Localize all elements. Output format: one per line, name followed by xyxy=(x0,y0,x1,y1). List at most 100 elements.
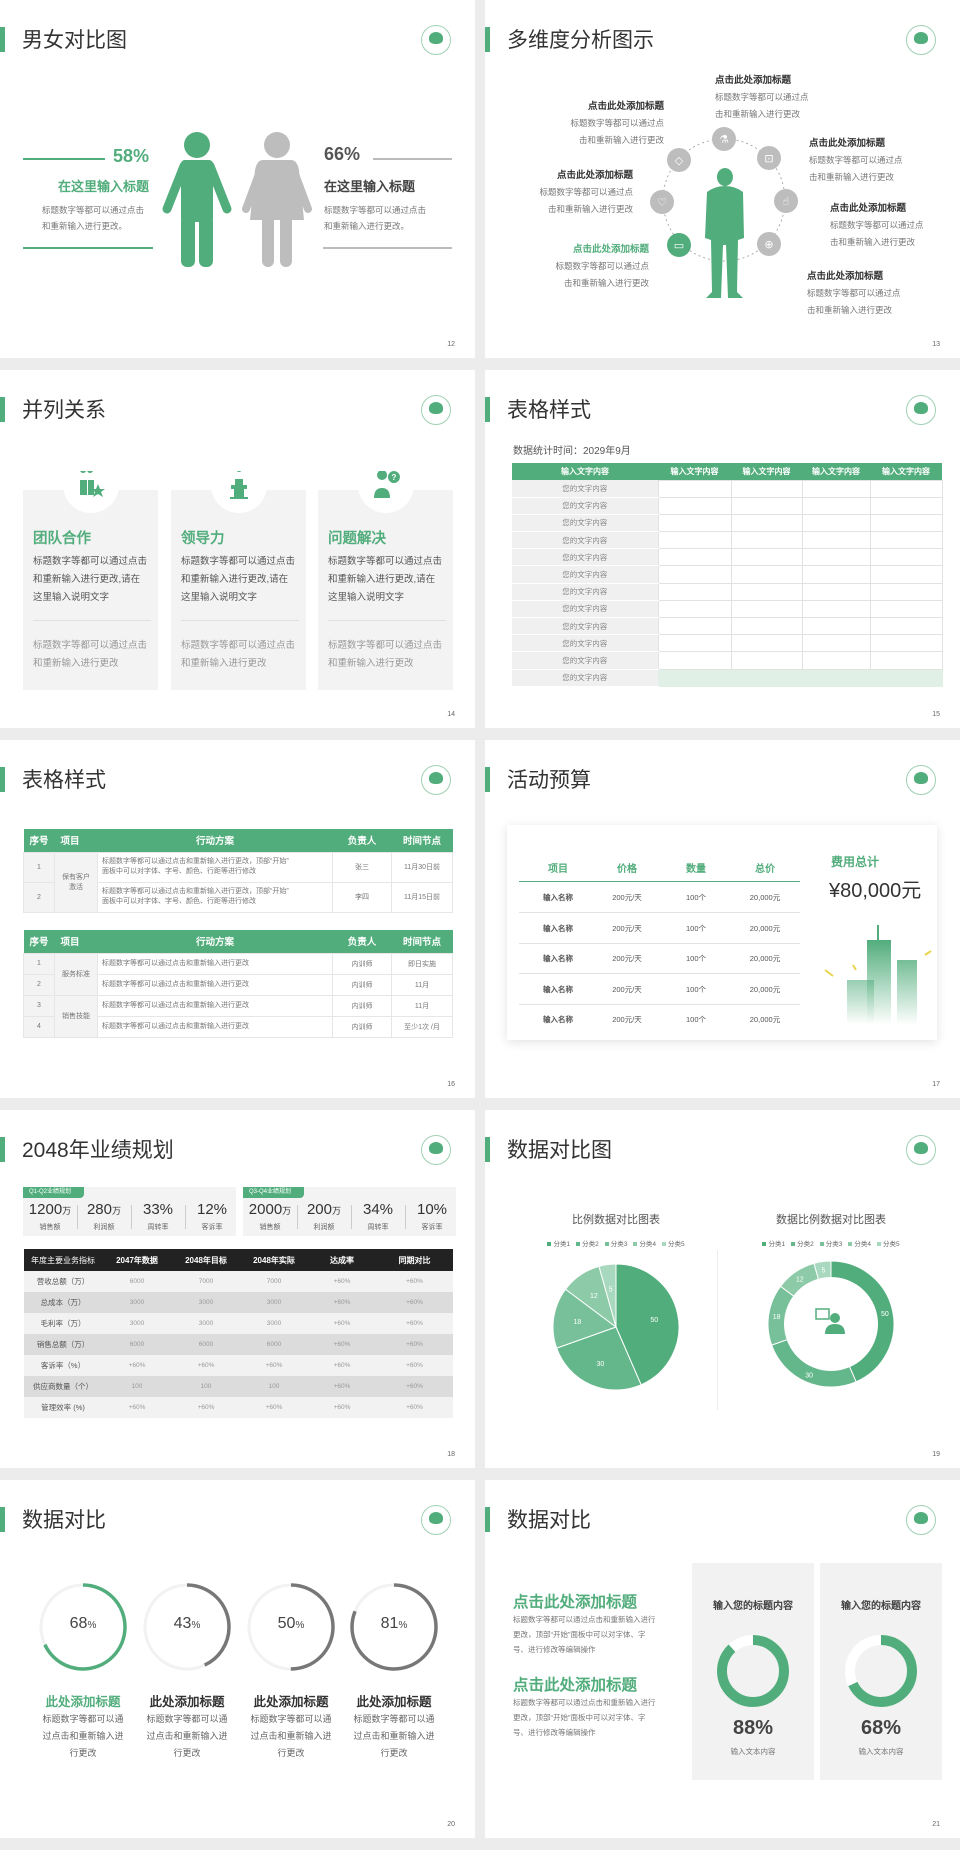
table-header-cell: 项目 xyxy=(54,930,98,953)
table-cell: 3000 xyxy=(198,1320,214,1327)
table-cell[interactable] xyxy=(657,668,732,687)
row-label-cell[interactable]: 您的文字内容 xyxy=(512,548,658,567)
table-cell[interactable] xyxy=(801,582,871,601)
table-cell[interactable] xyxy=(801,668,871,687)
table-cell[interactable] xyxy=(730,531,803,550)
table-cell[interactable] xyxy=(657,651,732,670)
row-label-cell[interactable]: 您的文字内容 xyxy=(512,583,658,601)
slide-title: 表格样式 xyxy=(507,399,591,422)
ring-title: 此处添加标题 xyxy=(45,1695,121,1709)
table-cell[interactable] xyxy=(657,599,732,619)
table-cell[interactable] xyxy=(801,651,871,670)
table-cell[interactable] xyxy=(869,651,943,670)
table-cell[interactable] xyxy=(657,634,732,653)
table-cell[interactable] xyxy=(801,616,871,636)
table-cell: +60% xyxy=(333,1299,351,1306)
slide-19[interactable]: 数据对比图 19 比例数据对比图表 分类1 分类2 分类3 分类4 分类5 50 30 18 12 5 数… xyxy=(485,1110,960,1468)
row-label-cell[interactable]: 您的文字内容 xyxy=(512,565,658,584)
table-cell[interactable] xyxy=(801,479,871,498)
pie-slice[interactable] xyxy=(598,1263,617,1328)
slide-15[interactable]: 表格样式 15 数据统计时间：2029年9月 输入文字内容 输入文字内容 输入文字内容 输入… xyxy=(485,370,960,728)
header-line xyxy=(519,881,800,882)
total-label: 费用总计 xyxy=(831,855,880,869)
row-label-cell[interactable]: 您的文字内容 xyxy=(512,514,658,533)
table-cell[interactable] xyxy=(869,582,943,601)
female-leg xyxy=(280,215,292,267)
table-cell[interactable] xyxy=(730,634,803,653)
legend-item: 分类4 xyxy=(848,1241,871,1248)
table-cell[interactable] xyxy=(657,496,732,515)
table-cell[interactable] xyxy=(657,565,732,584)
table-cell[interactable] xyxy=(657,548,732,567)
table-row: 您的文字内容 xyxy=(512,565,943,584)
table-cell[interactable] xyxy=(869,668,943,687)
table-cell[interactable] xyxy=(657,582,732,601)
table-cell[interactable] xyxy=(730,496,803,515)
slide-13[interactable]: 多维度分析图示 13 ⚗ ⊡ ☝ ⊕ ▭ ♡ ◇ 点击此处添加标题 标题数字等都可以通过点 击和重新输… xyxy=(485,0,960,358)
row-label-cell[interactable]: 您的文字内容 xyxy=(512,531,658,550)
ring-number: 68 xyxy=(69,1615,88,1632)
metric-name: 销售总额（万） xyxy=(36,1340,90,1349)
table-row: 管理效率 (%) +60% +60% +60% +60% +60% xyxy=(24,1397,453,1418)
row-label-cell[interactable]: 您的文字内容 xyxy=(512,600,658,619)
pie-slice[interactable] xyxy=(555,1326,642,1391)
pie-slice[interactable] xyxy=(615,1263,680,1386)
table-cell[interactable] xyxy=(869,548,943,567)
table-cell[interactable] xyxy=(730,582,803,601)
table-cell[interactable] xyxy=(869,634,943,653)
slide-21[interactable]: 数据对比 21 点击此处添加标题 标题数字等都可以通过点击和重新输入进行 更改，顶部“开… xyxy=(485,1480,960,1838)
table-cell[interactable] xyxy=(801,496,871,515)
table-cell[interactable] xyxy=(869,531,943,550)
row-label-cell[interactable]: 您的文字内容 xyxy=(512,651,658,670)
slide-18[interactable]: 2048年业绩规划 18 Q1-Q2业绩规划 1200万 销售额 280万 利润额 33% 周转… xyxy=(0,1110,475,1468)
table-cell[interactable] xyxy=(801,565,871,584)
kpi-unit: 万 xyxy=(332,1206,342,1216)
table-cell: 6000 xyxy=(266,1341,282,1348)
row-label-cell[interactable]: 您的文字内容 xyxy=(512,497,658,515)
pie-slice[interactable] xyxy=(552,1288,618,1349)
row-label-cell[interactable]: 您的文字内容 xyxy=(512,617,658,636)
table-cell[interactable] xyxy=(730,668,803,687)
table-cell[interactable] xyxy=(869,599,943,619)
table-cell[interactable] xyxy=(869,565,943,584)
table-cell[interactable] xyxy=(657,531,732,550)
table-cell[interactable] xyxy=(801,634,871,653)
table-cell[interactable] xyxy=(869,513,943,533)
slide-12[interactable]: 男女对比图 12 58% 在这里输入标题 标题数字等都可以通过点击 和重新输入进行更改。 6… xyxy=(0,0,475,358)
table-cell[interactable] xyxy=(730,599,803,619)
table-header-cell: 负责人 xyxy=(332,930,392,953)
table-cell[interactable] xyxy=(869,496,943,515)
table-row: 您的文字内容 xyxy=(512,496,943,515)
businessman-silhouette-icon xyxy=(705,168,744,298)
table-cell[interactable] xyxy=(657,616,732,636)
table-header-cell: 输入文字内容 xyxy=(658,463,731,480)
table-header-cell: 行动方案 xyxy=(97,829,333,852)
slide-20[interactable]: 数据对比 20 68% 此处添加标题 标题数字等都可以通 过点击和重新输入进 行更改 43% 此… xyxy=(0,1480,475,1838)
table-cell[interactable] xyxy=(657,513,732,533)
stat-label: 输入文本内容 xyxy=(730,1747,776,1756)
row-label-cell[interactable]: 您的文字内容 xyxy=(512,480,658,498)
slide-17[interactable]: 活动预算 17 项目 价格 数量 总价 输入名称 200元/天 100个 20,000元 输入名称 2… xyxy=(485,740,960,1098)
owner: 内训师 xyxy=(332,1015,392,1038)
table-cell[interactable] xyxy=(801,531,871,550)
ring-description: 过点击和重新输入进 xyxy=(250,1731,332,1741)
action-plan-line: 标题数字等都可以通过点击和重新输入进行更改，顶部“开始” xyxy=(102,888,289,895)
table-cell[interactable] xyxy=(869,616,943,636)
table-cell[interactable] xyxy=(730,565,803,584)
table-cell[interactable] xyxy=(730,651,803,670)
table-cell[interactable] xyxy=(657,479,732,498)
slide-14[interactable]: 并列关系 14 团队合作 标题数字等都可以通过点击 和重新输入进行更改,请在 这里输入说明… xyxy=(0,370,475,728)
slide-16[interactable]: 表格样式 16 序号 项目 行动方案 负责人 时间节点 1 保有客户激活 标题数字等都可以通过点击… xyxy=(0,740,475,1098)
table-cell[interactable] xyxy=(730,616,803,636)
row-label-cell[interactable]: 您的文字内容 xyxy=(512,669,658,687)
table-cell[interactable] xyxy=(869,479,943,498)
table-cell[interactable] xyxy=(801,548,871,567)
table-cell[interactable] xyxy=(730,479,803,498)
table-header-cell: 输入文字内容 xyxy=(802,463,870,480)
row-label-cell[interactable]: 您的文字内容 xyxy=(512,634,658,653)
table-cell[interactable] xyxy=(730,548,803,567)
table-cell[interactable] xyxy=(801,513,871,533)
logo-emblem xyxy=(421,395,451,425)
table-cell[interactable] xyxy=(730,513,803,533)
table-cell[interactable] xyxy=(801,599,871,619)
